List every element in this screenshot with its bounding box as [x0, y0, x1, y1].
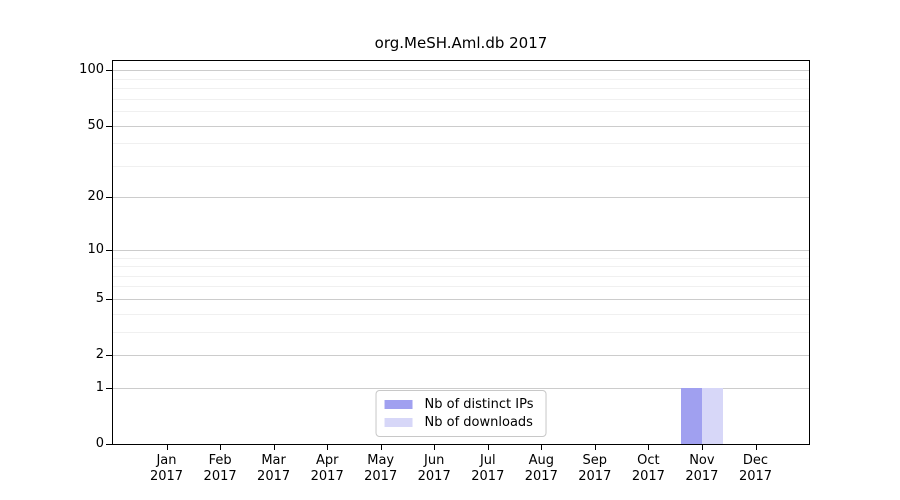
- x-label-month: Sep: [582, 453, 608, 468]
- y-tick-label-2: 2: [95, 347, 104, 362]
- x-label-year: 2017: [631, 469, 665, 484]
- bar-nov-distinct-ips: [680, 387, 702, 444]
- legend-item-distinct-ips: Nb of distinct IPs: [384, 397, 534, 412]
- y-tick-label-100: 100: [79, 62, 104, 78]
- gridline-y-50: [113, 125, 809, 127]
- x-label-year: 2017: [257, 469, 291, 484]
- x-label-year: 2017: [310, 469, 344, 484]
- gridline-y-100: [113, 70, 809, 72]
- legend-item-downloads: Nb of downloads: [384, 415, 534, 430]
- y-tick-1: [106, 387, 112, 389]
- y-tick-10: [106, 249, 112, 251]
- x-label-year: 2017: [149, 469, 184, 484]
- y-tick-label-5: 5: [95, 290, 104, 306]
- x-tick-label-feb: Feb 2017: [188, 453, 252, 485]
- gridline-y-2: [113, 355, 809, 356]
- gridline-y-20: [113, 197, 809, 199]
- x-tick-label-aug: Aug 2017: [509, 453, 573, 485]
- legend-label-downloads: Nb of downloads: [424, 415, 533, 430]
- gridline-y-8: [113, 266, 809, 267]
- gridline-y-70: [113, 98, 809, 100]
- x-label-year: 2017: [738, 469, 773, 484]
- legend-swatch-downloads: [384, 418, 413, 427]
- x-tick-feb: [220, 444, 222, 450]
- x-tick-mar: [273, 444, 275, 450]
- y-tick-label-10: 10: [87, 241, 104, 257]
- x-label-month: Jul: [479, 453, 496, 468]
- x-label-month: Feb: [208, 453, 232, 468]
- x-label-month: Aug: [528, 453, 554, 468]
- legend-swatch-distinct-ips: [384, 400, 413, 409]
- x-tick-jun: [434, 444, 436, 450]
- x-tick-sep: [594, 444, 596, 450]
- x-label-year: 2017: [471, 469, 505, 484]
- chart-title: org.MeSH.Aml.db 2017: [374, 34, 548, 52]
- gridline-y-7: [113, 275, 809, 277]
- x-label-year: 2017: [417, 469, 451, 484]
- y-tick-label-50: 50: [87, 117, 104, 133]
- x-tick-label-jun: Jun 2017: [402, 453, 466, 485]
- y-tick-label-0: 0: [95, 436, 104, 451]
- x-tick-label-apr: Apr 2017: [295, 453, 359, 485]
- gridline-y-6: [113, 286, 809, 288]
- plot-area: Nb of distinct IPs Nb of downloads: [112, 60, 810, 445]
- x-tick-label-sep: Sep 2017: [563, 453, 627, 485]
- x-tick-label-jul: Jul 2017: [456, 453, 520, 485]
- x-label-month: Mar: [261, 453, 286, 468]
- y-tick-20: [106, 197, 112, 199]
- x-tick-dec: [755, 444, 757, 450]
- x-tick-label-oct: Oct 2017: [616, 453, 680, 485]
- gridline-y-3: [113, 331, 809, 333]
- x-tick-label-may: May 2017: [349, 453, 413, 485]
- y-tick-2: [106, 355, 112, 356]
- x-label-year: 2017: [364, 469, 398, 484]
- x-label-month: May: [367, 453, 395, 468]
- x-label-year: 2017: [578, 469, 612, 484]
- x-tick-nov: [701, 444, 703, 450]
- gridline-y-60: [113, 110, 809, 112]
- x-tick-label-dec: Dec 2017: [724, 453, 788, 485]
- legend-label-distinct-ips: Nb of distinct IPs: [424, 397, 534, 412]
- x-tick-apr: [327, 444, 329, 450]
- gridline-y-9: [113, 257, 809, 259]
- gridline-y-1: [113, 387, 809, 389]
- x-label-year: 2017: [203, 469, 237, 484]
- x-label-month: Jan: [156, 453, 177, 468]
- y-tick-0: [106, 444, 112, 445]
- gridline-y-90: [113, 78, 809, 80]
- x-tick-may: [380, 444, 382, 450]
- y-tick-label-20: 20: [87, 189, 104, 205]
- x-tick-label-mar: Mar 2017: [242, 453, 306, 485]
- x-tick-aug: [541, 444, 543, 450]
- x-label-year: 2017: [685, 469, 719, 484]
- x-tick-oct: [648, 444, 650, 450]
- y-tick-50: [106, 125, 112, 127]
- y-tick-100: [106, 70, 112, 72]
- gridline-y-80: [113, 88, 809, 89]
- x-label-year: 2017: [524, 469, 558, 484]
- x-label-month: Oct: [637, 453, 660, 468]
- x-tick-label-nov: Nov 2017: [670, 453, 734, 485]
- x-label-month: Jun: [424, 453, 445, 468]
- gridline-y-10: [113, 249, 809, 251]
- gridline-y-40: [113, 143, 809, 145]
- x-label-month: Dec: [742, 453, 769, 468]
- x-label-month: Nov: [689, 453, 715, 468]
- x-tick-jul: [487, 444, 489, 450]
- x-tick-jan: [166, 444, 168, 450]
- gridline-y-5: [113, 298, 809, 300]
- bar-nov-downloads: [701, 387, 724, 444]
- y-tick-label-1: 1: [95, 379, 104, 395]
- y-tick-5: [106, 298, 112, 300]
- gridline-y-4: [113, 313, 809, 315]
- gridline-y-30: [113, 165, 809, 167]
- legend: Nb of distinct IPs Nb of downloads: [375, 390, 547, 437]
- x-label-month: Apr: [315, 453, 339, 468]
- x-tick-label-jan: Jan 2017: [135, 453, 199, 485]
